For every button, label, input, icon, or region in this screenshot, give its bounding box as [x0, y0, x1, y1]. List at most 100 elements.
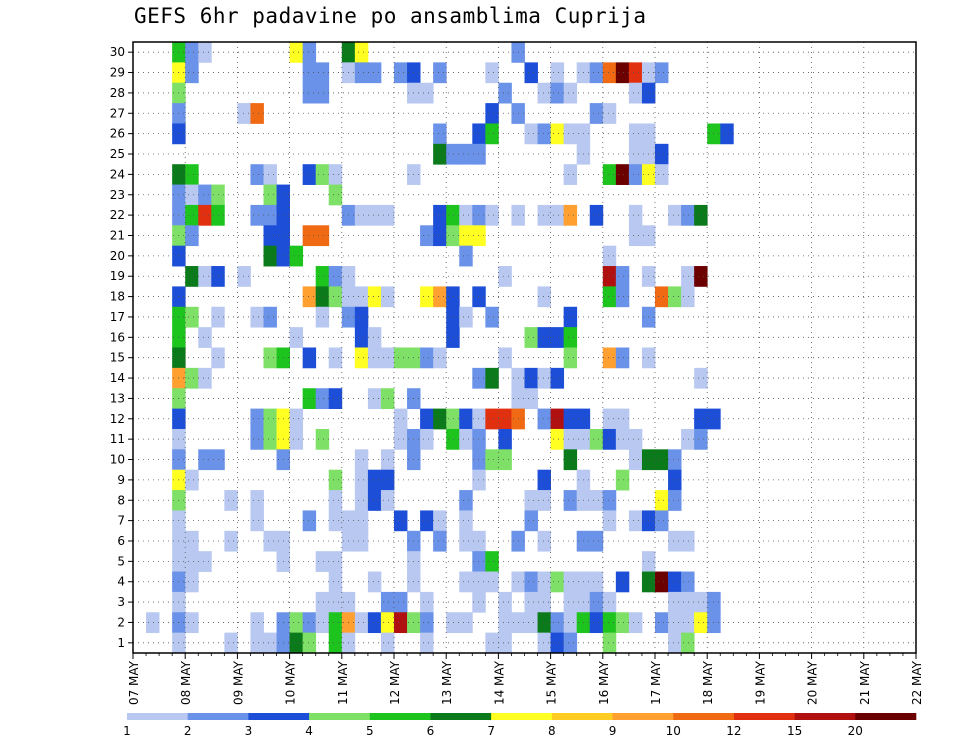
heatmap-cell [420, 347, 434, 369]
heatmap-cell [537, 408, 551, 430]
heatmap-cell [681, 286, 695, 308]
heatmap-cell [628, 164, 643, 185]
heatmap-cell [328, 510, 343, 532]
heatmap-cell [537, 123, 551, 145]
heatmap-cell [380, 286, 395, 308]
colorbar-label: 1 [123, 724, 131, 738]
heatmap-cell [589, 62, 604, 84]
heatmap-cell [367, 327, 382, 348]
heatmap-cell [380, 388, 395, 409]
heatmap-cell [550, 571, 565, 593]
heatmap-cell [537, 490, 551, 511]
colorbar-swatch [369, 713, 431, 720]
y-tick-label: 9 [117, 473, 125, 487]
heatmap-cell [289, 428, 304, 450]
heatmap-cell [694, 204, 708, 226]
heatmap-cell [367, 469, 382, 491]
heatmap-cell [602, 408, 617, 430]
heatmap-cell [472, 469, 486, 491]
x-tick-label: 14 MAY [492, 660, 506, 705]
heatmap-cell [354, 510, 369, 532]
heatmap-cell [433, 143, 447, 165]
heatmap-cell [485, 62, 499, 84]
heatmap-cell [524, 490, 538, 511]
colorbar-swatch [733, 713, 795, 720]
heatmap-cell [198, 551, 212, 572]
heatmap-cell [524, 612, 538, 634]
heatmap-cell [628, 123, 643, 145]
heatmap-cell [380, 591, 395, 613]
heatmap-cell [315, 286, 330, 308]
heatmap-cell [433, 530, 447, 552]
heatmap-cell [302, 286, 317, 308]
heatmap-cell [433, 408, 447, 430]
heatmap-cell [602, 266, 617, 287]
heatmap-cell [720, 123, 734, 145]
heatmap-cell [420, 82, 434, 104]
heatmap-cell [498, 449, 512, 471]
heatmap-cell [328, 388, 343, 409]
heatmap-cell [289, 612, 304, 634]
heatmap-cell [328, 286, 343, 308]
x-tick-label: 07 MAY [127, 660, 141, 705]
x-axis: 07 MAY 08 MAY 09 MAY 10 MAY 11 MAY 12 MAY 13 M… [127, 653, 924, 705]
heatmap-cell [250, 428, 264, 450]
x-tick-label: 11 MAY [336, 660, 350, 705]
y-tick-label: 3 [117, 595, 125, 609]
heatmap-cell [394, 428, 408, 450]
heatmap-cell [433, 204, 447, 226]
heatmap-cell [380, 490, 395, 511]
heatmap-cell [459, 245, 473, 267]
heatmap-cell [459, 612, 473, 634]
heatmap-cell [459, 428, 473, 450]
y-tick-label: 14 [110, 371, 125, 385]
heatmap-cell [655, 571, 669, 593]
heatmap-cell [420, 408, 434, 430]
heatmap-cell [263, 306, 277, 328]
heatmap-cell [250, 103, 264, 124]
y-tick-label: 10 [110, 453, 125, 467]
heatmap-cell [328, 164, 343, 185]
heatmap-cell [433, 225, 447, 247]
heatmap-cell [198, 184, 212, 206]
y-tick-label: 8 [117, 493, 125, 507]
heatmap-cell [367, 571, 382, 593]
heatmap-cell [485, 367, 499, 389]
heatmap-cell [289, 632, 304, 654]
heatmap-cell [263, 347, 277, 369]
heatmap-cell [589, 204, 604, 226]
heatmap-cell [302, 42, 317, 63]
heatmap-cell [263, 204, 277, 226]
heatmap-cell [668, 469, 682, 491]
heatmap-cell [446, 327, 460, 348]
heatmap-cell [354, 490, 369, 511]
heatmap-cell [472, 367, 486, 389]
y-tick-label: 1 [117, 636, 125, 650]
heatmap-cell [524, 327, 538, 348]
heatmap-cell [668, 204, 682, 226]
heatmap-cell [263, 164, 277, 185]
heatmap-cell [263, 245, 277, 267]
heatmap-cell [315, 306, 330, 328]
y-tick-label: 28 [110, 86, 125, 100]
heatmap-cell [655, 143, 669, 165]
heatmap-cell [589, 530, 604, 552]
heatmap-cell [589, 612, 604, 634]
heatmap-cell [563, 82, 578, 104]
heatmap-cell [354, 612, 369, 634]
heatmap-cell [550, 204, 565, 226]
heatmap-cell [354, 530, 369, 552]
heatmap-cell [472, 143, 486, 165]
colorbar-label: 5 [366, 724, 374, 738]
heatmap-cell [628, 225, 643, 247]
heatmap-cell [367, 388, 382, 409]
heatmap-cell [380, 612, 395, 634]
colorbar-label: 4 [305, 724, 313, 738]
heatmap-cell [472, 286, 486, 308]
heatmap-cell [485, 551, 499, 572]
heatmap-cell [185, 42, 199, 63]
heatmap-cell [302, 510, 317, 532]
heatmap-cell [433, 286, 447, 308]
heatmap-cell [589, 428, 604, 450]
x-tick-label: 08 MAY [179, 660, 193, 705]
